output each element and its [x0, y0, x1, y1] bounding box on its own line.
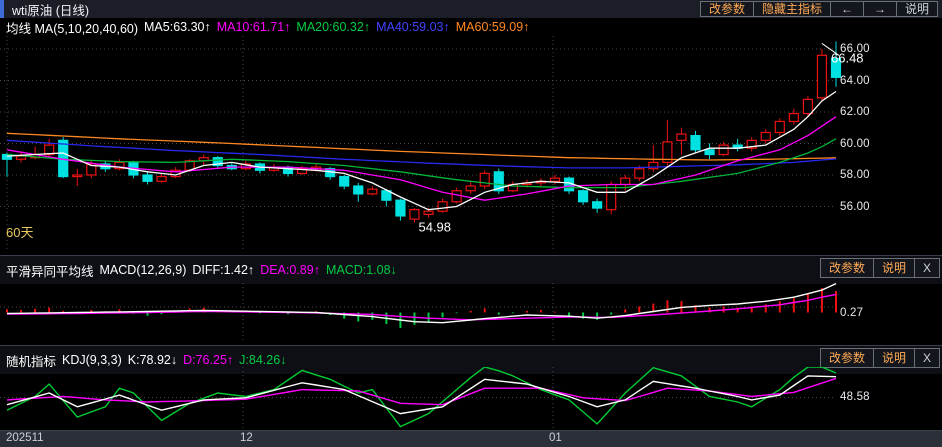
hide-main-indicator-button[interactable]: 隐藏主指标: [752, 1, 831, 17]
macd-axis-label: 0.27: [840, 307, 864, 319]
arrow-right-icon[interactable]: →: [862, 1, 897, 17]
time-tick-12: 12: [240, 432, 253, 444]
title-bar-buttons: 改参数 隐藏主指标 ← → 说明: [699, 1, 938, 17]
ma10-value: MA10:61.71↑: [216, 20, 291, 34]
time-tick-202511: 202511: [6, 432, 44, 444]
ma40-value: MA40:59.03↑: [376, 20, 450, 34]
title-bar: wti原油 (日线) 改参数 隐藏主指标 ← → 说明: [0, 0, 942, 19]
chart-title: wti原油 (日线): [12, 3, 90, 18]
macd-header: 平滑异同平均线 MACD(12,26,9) DIFF:1.42↑ DEA:0.8…: [0, 255, 942, 284]
kdj-formula: KDJ(9,3,3): [62, 353, 122, 367]
ma60-value: MA60:59.09↑: [455, 20, 530, 34]
arrow-left-icon[interactable]: ←: [829, 1, 864, 17]
price-tick: 56.00: [840, 200, 870, 213]
kdj-change-params-button[interactable]: 改参数: [819, 348, 874, 368]
macd-dea-value: DEA:0.89↑: [260, 263, 320, 277]
kdj-header: 随机指标 KDJ(9,3,3) K:78.92↓ D:76.25↑ J:84.2…: [0, 345, 942, 374]
time-tick-01: 01: [549, 432, 562, 444]
ma-group-label: 均线 MA(5,10,20,40,60): [6, 21, 139, 36]
price-tick: 66.00: [840, 43, 870, 55]
kdj-name: 随机指标: [6, 354, 57, 369]
kdj-help-button[interactable]: 说明: [872, 348, 915, 368]
kdj-axis-label: 48.58: [840, 391, 870, 403]
macd-name: 平滑异同平均线: [6, 264, 94, 279]
window-length-label: 60天: [6, 225, 34, 240]
price-tick: 60.00: [840, 137, 870, 150]
macd-panel[interactable]: [0, 283, 942, 341]
kdj-close-button[interactable]: X: [913, 348, 940, 368]
title-accent-bar: [0, 0, 4, 18]
time-axis: 202511 12 01: [0, 430, 942, 447]
change-params-button[interactable]: 改参数: [699, 1, 754, 17]
macd-buttons: 改参数 说明 X: [819, 258, 940, 278]
svg-text:54.98: 54.98: [418, 220, 451, 235]
macd-formula: MACD(12,26,9): [99, 263, 187, 277]
kdj-d-value: D:76.25↑: [183, 353, 234, 367]
price-tick: 64.00: [840, 74, 870, 87]
kdj-panel[interactable]: [0, 367, 942, 428]
macd-change-params-button[interactable]: 改参数: [819, 258, 874, 278]
kdj-buttons: 改参数 说明 X: [819, 348, 940, 368]
macd-value: MACD:1.08↓: [325, 263, 397, 277]
main-candlestick-chart[interactable]: 66.48 54.98: [0, 36, 942, 252]
ma-info-bar: 均线 MA(5,10,20,40,60) MA5:63.30↑ MA10:61.…: [0, 18, 942, 36]
kdj-k-value: K:78.92↓: [127, 353, 178, 367]
macd-help-button[interactable]: 说明: [872, 258, 915, 278]
help-button[interactable]: 说明: [895, 1, 938, 17]
svg-text:66.48: 66.48: [831, 50, 864, 65]
price-tick: 58.00: [840, 169, 870, 181]
price-tick: 62.00: [840, 106, 870, 118]
kdj-j-value: J:84.26↓: [239, 353, 287, 367]
macd-diff-value: DIFF:1.42↑: [192, 263, 255, 277]
ma5-value: MA5:63.30↑: [144, 20, 211, 34]
ma20-value: MA20:60.32↑: [296, 20, 371, 34]
macd-close-button[interactable]: X: [913, 258, 940, 278]
